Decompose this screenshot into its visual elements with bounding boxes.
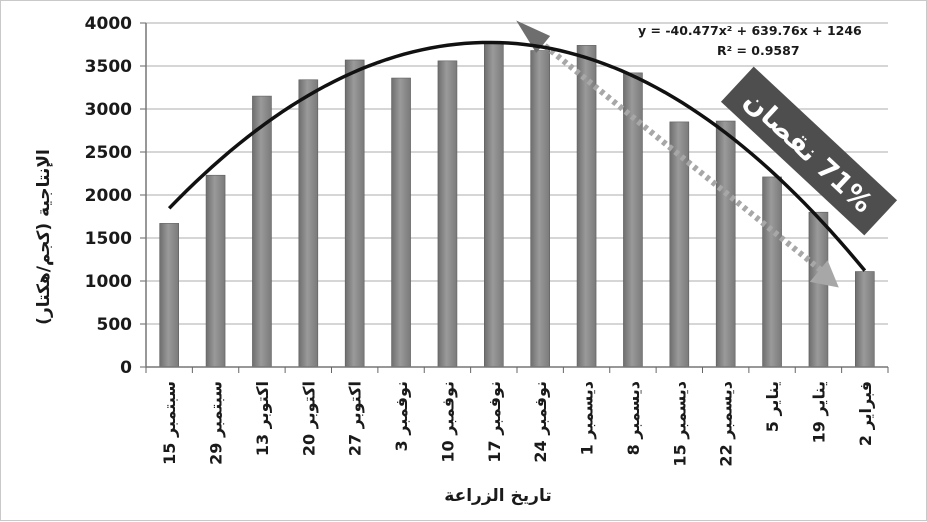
bar bbox=[576, 45, 597, 368]
x-tick-label: 29 سبتمبر bbox=[207, 381, 226, 465]
x-tick-labels: 15 سبتمبر 29 سبتمبر 13 اكتوبر 20 اكتوبر 27 ا… bbox=[160, 381, 875, 467]
x-tick-label: 2 فبراير bbox=[856, 381, 875, 446]
bar bbox=[484, 43, 504, 368]
y-tick-label: 4000 bbox=[85, 14, 132, 34]
decrease-arrow-tail bbox=[516, 20, 551, 53]
bar bbox=[205, 174, 226, 368]
bar bbox=[715, 120, 736, 368]
x-axis-title: تاريخ الزراعة bbox=[444, 486, 551, 506]
y-tick-labels: 0 500 1000 1500 2000 2500 3000 3500 4000 bbox=[85, 14, 132, 378]
y-tick-label: 1000 bbox=[85, 272, 132, 292]
bar bbox=[159, 223, 179, 368]
x-tick-label: 15 ديسمبر bbox=[670, 381, 689, 467]
decrease-banner-box bbox=[720, 66, 898, 236]
decrease-arrow-head bbox=[809, 260, 839, 288]
x-tick-label: 10 نوفمبر bbox=[438, 381, 457, 463]
x-tick-label: 13 اكتوبر bbox=[253, 381, 272, 456]
y-tick-label: 0 bbox=[120, 358, 132, 378]
bar bbox=[437, 60, 458, 368]
x-tick-label: 20 اكتوبر bbox=[299, 381, 318, 456]
x-tick-label: 15 سبتمبر bbox=[160, 381, 179, 465]
x-tick-label: 5 يناير bbox=[763, 381, 782, 432]
x-tick-label: 19 يناير bbox=[809, 381, 828, 443]
x-tick-label: 8 ديسمبر bbox=[624, 381, 643, 455]
x-tick-label: 17 نوفمبر bbox=[485, 381, 504, 463]
bar bbox=[762, 176, 782, 368]
bar bbox=[669, 121, 690, 368]
y-axis-title: الإنتاجية (كجم/هكتار) bbox=[34, 149, 54, 325]
bar bbox=[298, 79, 319, 368]
trend-r-squared: R² = 0.9587 bbox=[717, 43, 800, 58]
trend-equation: y = -40.477x² + 639.76x + 1246 bbox=[638, 23, 862, 38]
x-tick-label: 27 اكتوبر bbox=[346, 381, 365, 456]
y-tick-label: 500 bbox=[97, 315, 133, 335]
bar bbox=[855, 271, 875, 368]
decrease-arrow bbox=[516, 20, 839, 288]
axes bbox=[140, 22, 889, 373]
x-tick-label: 22 ديسمبر bbox=[717, 381, 736, 467]
x-tick-label: 24 نوفمبر bbox=[531, 381, 550, 463]
y-tick-label: 2500 bbox=[85, 143, 132, 163]
y-tick-label: 3500 bbox=[85, 57, 132, 77]
bar bbox=[252, 95, 272, 368]
y-tick-label: 1500 bbox=[85, 229, 132, 249]
decrease-arrow-shaft bbox=[524, 28, 831, 279]
bar bbox=[391, 77, 411, 368]
bar bbox=[344, 59, 365, 368]
x-tick-label: 3 نوفمبر bbox=[392, 381, 411, 451]
y-tick-label: 2000 bbox=[85, 186, 132, 206]
bar bbox=[530, 50, 550, 368]
x-tick-label: 1 ديسمبر bbox=[578, 381, 597, 455]
trend-curve bbox=[167, 40, 867, 272]
y-tick-label: 3000 bbox=[85, 100, 132, 120]
bar bbox=[808, 211, 829, 368]
